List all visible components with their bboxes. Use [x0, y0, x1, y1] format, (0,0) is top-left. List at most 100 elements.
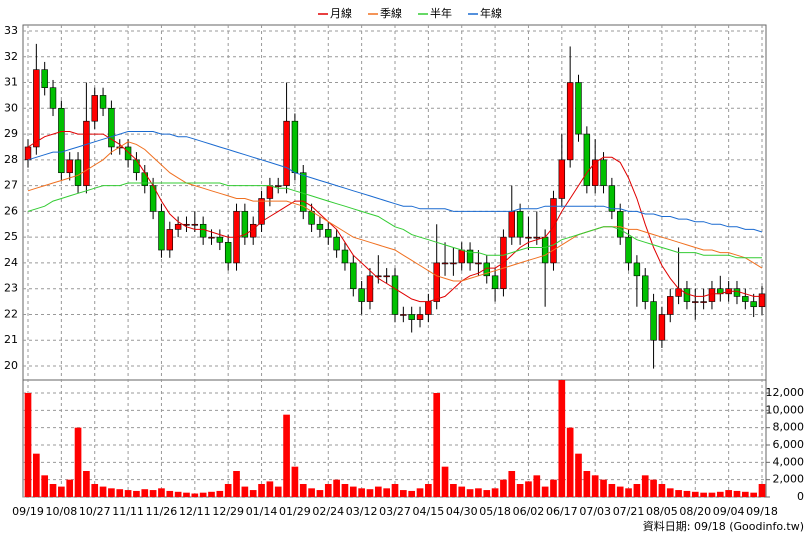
candle-body: [516, 211, 524, 238]
x-tick-label: 02/24: [312, 505, 344, 518]
footnote: 資料日期: 09/18 (Goodinfo.tw): [643, 519, 804, 533]
y-tick-label: 21: [4, 333, 18, 346]
x-tick-label: 04/30: [446, 505, 478, 518]
volume-bar: [475, 488, 482, 497]
volume-bar: [141, 489, 149, 497]
volume-bar: [683, 490, 691, 497]
candle-body: [241, 211, 249, 238]
volume-bar: [274, 486, 282, 497]
volume-bar: [208, 491, 215, 497]
volume-bar: [91, 484, 99, 497]
x-tick-label: 09/04: [713, 505, 745, 518]
volume-bar: [258, 484, 265, 497]
candle-body: [49, 87, 57, 109]
candle-body: [441, 262, 449, 265]
volume-bar: [441, 466, 449, 497]
candle-body: [558, 159, 566, 199]
volume-bar: [74, 427, 82, 497]
candle-body: [742, 296, 749, 302]
candle-body: [58, 108, 65, 174]
candle-body: [141, 172, 148, 186]
x-tick-label: 12/29: [212, 505, 244, 518]
candle-body: [74, 159, 82, 186]
volume-bar: [291, 466, 299, 497]
volume-bar: [24, 393, 32, 497]
volume-bar: [116, 489, 124, 497]
candle-body: [650, 301, 657, 341]
candle-body: [41, 69, 48, 88]
y-tick-label: 25: [4, 230, 18, 243]
y2-tick-label: 8,000: [773, 421, 805, 434]
volume-bar: [183, 492, 190, 497]
volume-bar: [416, 488, 424, 497]
volume-bar: [408, 490, 416, 497]
volume-bar: [266, 481, 274, 497]
volume-bar: [374, 486, 382, 497]
ma-line: [27, 131, 762, 303]
candle-body: [700, 301, 707, 303]
x-tick-label: 08/05: [646, 505, 678, 518]
volume-bar: [658, 484, 666, 497]
candle-body: [316, 223, 324, 230]
candle-body: [433, 262, 440, 302]
x-tick-label: 11/26: [146, 505, 178, 518]
candle-body: [550, 198, 557, 264]
volume-bar: [666, 488, 674, 497]
candle-body: [525, 236, 532, 239]
candle-body: [750, 301, 757, 308]
volume-bar: [491, 488, 499, 497]
candle-body: [583, 133, 591, 186]
ma-line: [27, 141, 763, 282]
candle-body: [667, 296, 674, 315]
y2-tick-label: 10,000: [766, 403, 805, 416]
volume-bar: [191, 493, 199, 497]
candle-body: [633, 262, 641, 277]
volume-bar: [458, 486, 466, 497]
candle-body: [308, 211, 315, 225]
candle-body: [458, 249, 465, 264]
candle-body: [358, 288, 365, 302]
volume-bar: [366, 489, 374, 497]
candle-body: [108, 108, 115, 148]
volume-bar: [283, 414, 290, 497]
volume-bar: [691, 491, 699, 497]
y-tick-label: 24: [4, 256, 18, 269]
candle-body: [758, 293, 766, 308]
volume-bar: [641, 475, 649, 497]
volume-bar: [533, 475, 541, 497]
volume-bar: [241, 486, 249, 497]
volume-bar: [299, 484, 307, 497]
volume-bar: [99, 486, 107, 497]
volume-bar: [558, 380, 566, 497]
candle-body: [366, 275, 374, 302]
candle-body: [258, 198, 265, 225]
candle-body: [33, 69, 40, 148]
volume-bar: [750, 492, 757, 497]
volume-bar: [383, 488, 390, 497]
volume-bar: [591, 475, 599, 497]
y-tick-label: 32: [4, 50, 18, 63]
candle-body: [658, 314, 666, 341]
x-tick-label: 03/27: [379, 505, 411, 518]
candle-body: [91, 95, 98, 122]
candle-body: [416, 314, 424, 320]
volume-bar: [400, 490, 407, 497]
volume-bar: [316, 490, 324, 497]
volume-bar: [158, 488, 165, 497]
y2-tick-label: 2,000: [773, 473, 805, 486]
ma-line: [27, 182, 762, 259]
volume-bar: [433, 393, 441, 497]
candle-body: [625, 236, 632, 264]
volume-bar: [575, 453, 582, 497]
x-tick-label: 08/20: [679, 505, 711, 518]
volume-bar: [41, 475, 49, 497]
volume-bar: [324, 484, 332, 497]
volume-bar: [516, 484, 524, 497]
x-tick-label: 11/11: [112, 505, 144, 518]
candle-body: [450, 262, 457, 265]
volume-bar: [466, 489, 474, 497]
x-tick-label: 09/19: [12, 505, 44, 518]
volume-bar: [700, 492, 707, 497]
volume-bar: [149, 490, 157, 497]
volume-bar: [308, 488, 315, 497]
